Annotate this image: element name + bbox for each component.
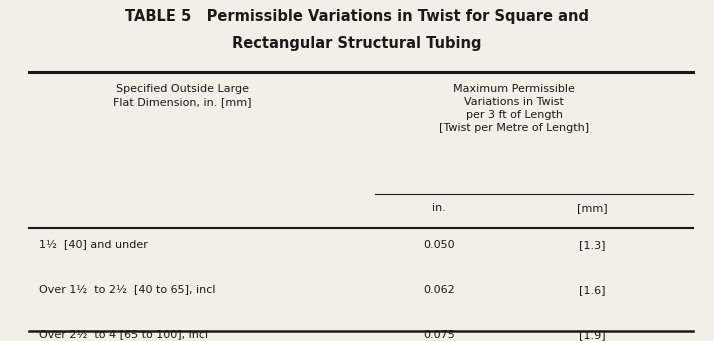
Text: 1½  [40] and under: 1½ [40] and under: [39, 240, 148, 250]
Text: in.: in.: [432, 203, 446, 213]
Text: Over 2½  to 4 [65 to 100], incl: Over 2½ to 4 [65 to 100], incl: [39, 330, 208, 340]
Text: 0.075: 0.075: [423, 330, 455, 340]
Text: [1.3]: [1.3]: [579, 240, 606, 250]
Text: Specified Outside Large
Flat Dimension, in. [mm]: Specified Outside Large Flat Dimension, …: [113, 84, 251, 107]
Text: Over 1½  to 2½  [40 to 65], incl: Over 1½ to 2½ [40 to 65], incl: [39, 285, 216, 295]
Text: Maximum Permissible
Variations in Twist
per 3 ft of Length
[Twist per Metre of L: Maximum Permissible Variations in Twist …: [439, 84, 589, 133]
Text: [1.9]: [1.9]: [579, 330, 606, 340]
Text: 0.062: 0.062: [423, 285, 455, 295]
Text: TABLE 5   Permissible Variations in Twist for Square and: TABLE 5 Permissible Variations in Twist …: [125, 9, 589, 24]
Text: Rectangular Structural Tubing: Rectangular Structural Tubing: [232, 36, 482, 51]
Text: [1.6]: [1.6]: [579, 285, 606, 295]
Text: 0.050: 0.050: [423, 240, 455, 250]
Text: [mm]: [mm]: [578, 203, 608, 213]
